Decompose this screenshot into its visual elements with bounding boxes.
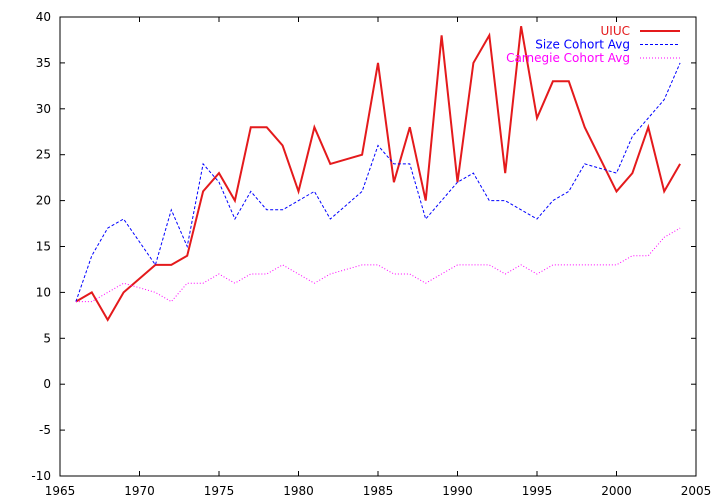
y-tick-label-5: 15 [36, 240, 51, 254]
x-tick-label-6: 1995 [522, 484, 553, 498]
axis-ticks [59, 16, 697, 477]
series-line-0 [75, 26, 681, 322]
y-tick-label-8: 30 [36, 102, 51, 116]
x-tick-label-5: 1990 [442, 484, 473, 498]
x-tick-label-4: 1985 [363, 484, 394, 498]
y-tick-label-7: 25 [36, 148, 51, 162]
legend-label-1: Size Cohort Avg [535, 38, 630, 52]
y-tick-label-2: 0 [43, 377, 51, 391]
series-lines [75, 26, 681, 322]
x-tick-label-8: 2005 [681, 484, 712, 498]
y-tick-label-10: 40 [36, 10, 51, 24]
x-tick-label-0: 1965 [45, 484, 76, 498]
y-tick-label-3: 5 [43, 331, 51, 345]
y-tick-label-0: -10 [31, 469, 51, 483]
x-tick-label-1: 1970 [124, 484, 155, 498]
x-tick-label-7: 2000 [601, 484, 632, 498]
y-tick-label-6: 20 [36, 194, 51, 208]
series-line-2 [75, 227, 681, 303]
x-tick-label-3: 1980 [283, 484, 314, 498]
y-tick-label-9: 35 [36, 56, 51, 70]
x-tick-label-2: 1975 [204, 484, 235, 498]
x-axis-tick-labels: 1965 1970 1975 1980 1985 1990 1995 2000 2005 [45, 484, 712, 498]
y-axis-tick-labels: -10 -5 0 5 10 15 20 25 30 35 40 [31, 10, 51, 483]
y-tick-label-4: 10 [36, 285, 51, 299]
plot-frame [59, 16, 697, 477]
legend-label-0: UIUC [601, 24, 630, 38]
y-tick-label-1: -5 [39, 423, 51, 437]
series-line-1 [75, 62, 681, 302]
legend-label-2: Carnegie Cohort Avg [506, 51, 630, 65]
